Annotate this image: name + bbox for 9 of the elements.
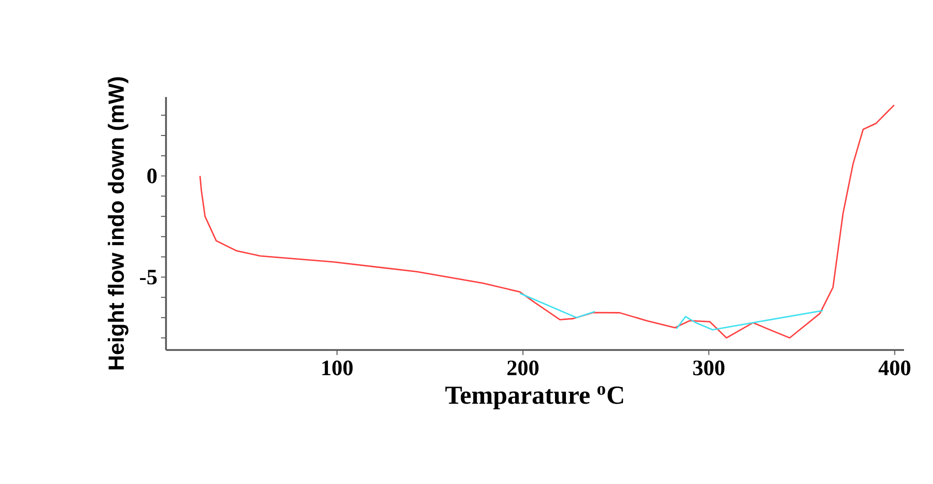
y-axis-title: Height flow indo down (mW) — [108, 77, 128, 370]
x-axis-title: Temparature $^{o}$C — [445, 386, 624, 410]
x-tick-label: 100 — [322, 360, 353, 376]
x-tick-label: 400 — [878, 360, 910, 376]
y-tick-label: -5 — [140, 270, 157, 284]
x-tick-label: 200 — [507, 360, 539, 376]
y-tick-label: 0 — [147, 168, 157, 184]
line-series — [199, 104, 895, 339]
x-tick-label: 300 — [693, 360, 724, 376]
